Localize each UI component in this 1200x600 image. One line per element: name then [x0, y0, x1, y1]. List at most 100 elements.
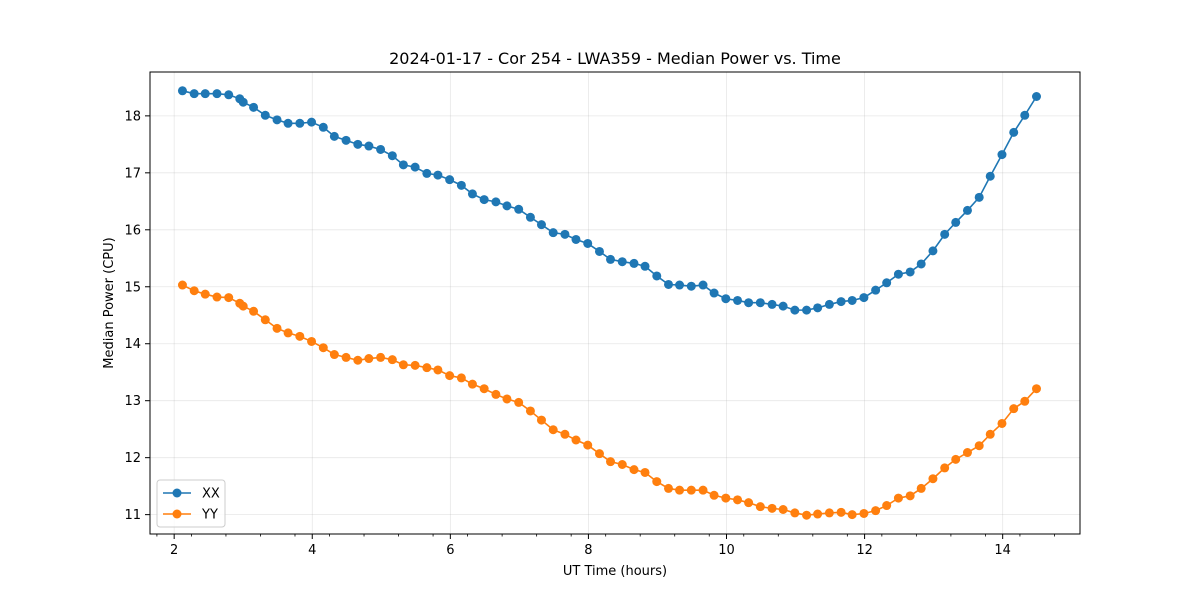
x-axis-label: UT Time (hours) — [563, 564, 667, 579]
data-point — [778, 505, 788, 514]
data-point — [974, 192, 984, 202]
data-point — [802, 305, 812, 315]
data-point — [456, 373, 466, 383]
data-point — [200, 289, 210, 299]
legend: XX YY — [156, 479, 226, 528]
data-point — [353, 139, 363, 149]
x-tick-label: 2 — [170, 543, 178, 558]
y-tick-label: 15 — [124, 280, 141, 295]
legend-marker — [172, 509, 182, 519]
data-point — [594, 246, 604, 256]
data-point — [813, 509, 823, 519]
data-point — [212, 89, 222, 99]
data-point — [859, 293, 869, 303]
ticks: 2 4 6 8 10 12 14 11 12 13 14 15 16 17 18 — [124, 109, 1055, 558]
data-point — [212, 292, 222, 302]
data-point — [364, 354, 374, 364]
data-point — [398, 160, 408, 170]
data-point — [376, 144, 386, 154]
data-point — [283, 328, 293, 338]
data-point — [329, 131, 339, 141]
y-tick-label: 11 — [124, 508, 141, 523]
data-point — [721, 493, 731, 503]
data-point — [249, 306, 259, 316]
data-point — [525, 406, 535, 416]
data-point — [640, 467, 650, 477]
data-point — [962, 205, 972, 215]
data-point — [224, 90, 234, 100]
data-point — [652, 271, 662, 281]
data-point — [893, 493, 903, 503]
data-point — [675, 485, 685, 495]
data-point — [629, 258, 639, 268]
data-point — [859, 508, 869, 518]
data-point — [177, 86, 187, 96]
data-point — [847, 510, 857, 520]
data-point — [640, 261, 650, 271]
data-point — [410, 162, 420, 172]
data-point — [502, 394, 512, 404]
grid — [150, 72, 1080, 534]
data-point — [548, 228, 558, 238]
data-point — [664, 483, 674, 493]
data-point — [1032, 92, 1041, 101]
data-point — [1020, 110, 1030, 120]
y-tick-label: 17 — [124, 166, 141, 181]
data-point — [318, 343, 328, 353]
data-point — [189, 89, 199, 99]
data-point — [422, 363, 432, 373]
data-point — [341, 135, 351, 145]
data-point — [387, 151, 397, 161]
y-tick-label: 13 — [124, 394, 141, 409]
data-point — [536, 220, 546, 230]
legend-label: XX — [202, 487, 220, 502]
data-point — [398, 360, 408, 370]
data-point — [778, 301, 788, 311]
data-point — [467, 189, 477, 199]
data-point — [514, 204, 524, 214]
series-line-yy — [182, 284, 1038, 517]
data-point — [928, 246, 938, 256]
data-point — [200, 89, 210, 99]
data-point — [733, 295, 743, 305]
data-point — [594, 449, 604, 459]
data-point — [353, 355, 363, 365]
data-point — [491, 389, 501, 399]
data-point — [295, 331, 305, 341]
data-point — [479, 384, 489, 394]
data-point — [962, 448, 972, 458]
y-tick-label: 12 — [124, 451, 141, 466]
data-point — [387, 355, 397, 365]
data-point — [422, 168, 432, 178]
data-point — [813, 303, 823, 313]
data-point — [652, 477, 662, 487]
data-point — [871, 506, 881, 516]
data-point — [1009, 404, 1019, 414]
data-point — [664, 279, 674, 289]
data-point — [755, 502, 765, 512]
data-point — [479, 195, 489, 205]
data-point — [698, 280, 708, 290]
data-point — [951, 217, 961, 227]
data-point — [1009, 127, 1019, 137]
data-point — [318, 122, 328, 132]
series-line-xx — [182, 90, 1038, 311]
data-point — [905, 267, 915, 277]
data-point — [882, 278, 892, 288]
data-point — [721, 294, 731, 304]
data-point — [189, 286, 199, 296]
data-point — [940, 229, 950, 239]
data-point — [767, 503, 777, 513]
data-point — [617, 257, 627, 267]
data-point — [606, 254, 616, 264]
data-point — [951, 454, 961, 464]
chart-title: 2024-01-17 - Cor 254 - LWA359 - Median P… — [389, 49, 841, 68]
series-yy — [177, 280, 1041, 520]
x-tick-label: 14 — [994, 543, 1011, 558]
data-point — [871, 285, 881, 295]
data-point — [467, 379, 477, 389]
data-point — [260, 110, 270, 120]
data-point — [1020, 396, 1030, 406]
data-point — [514, 397, 524, 407]
data-point — [583, 440, 593, 450]
